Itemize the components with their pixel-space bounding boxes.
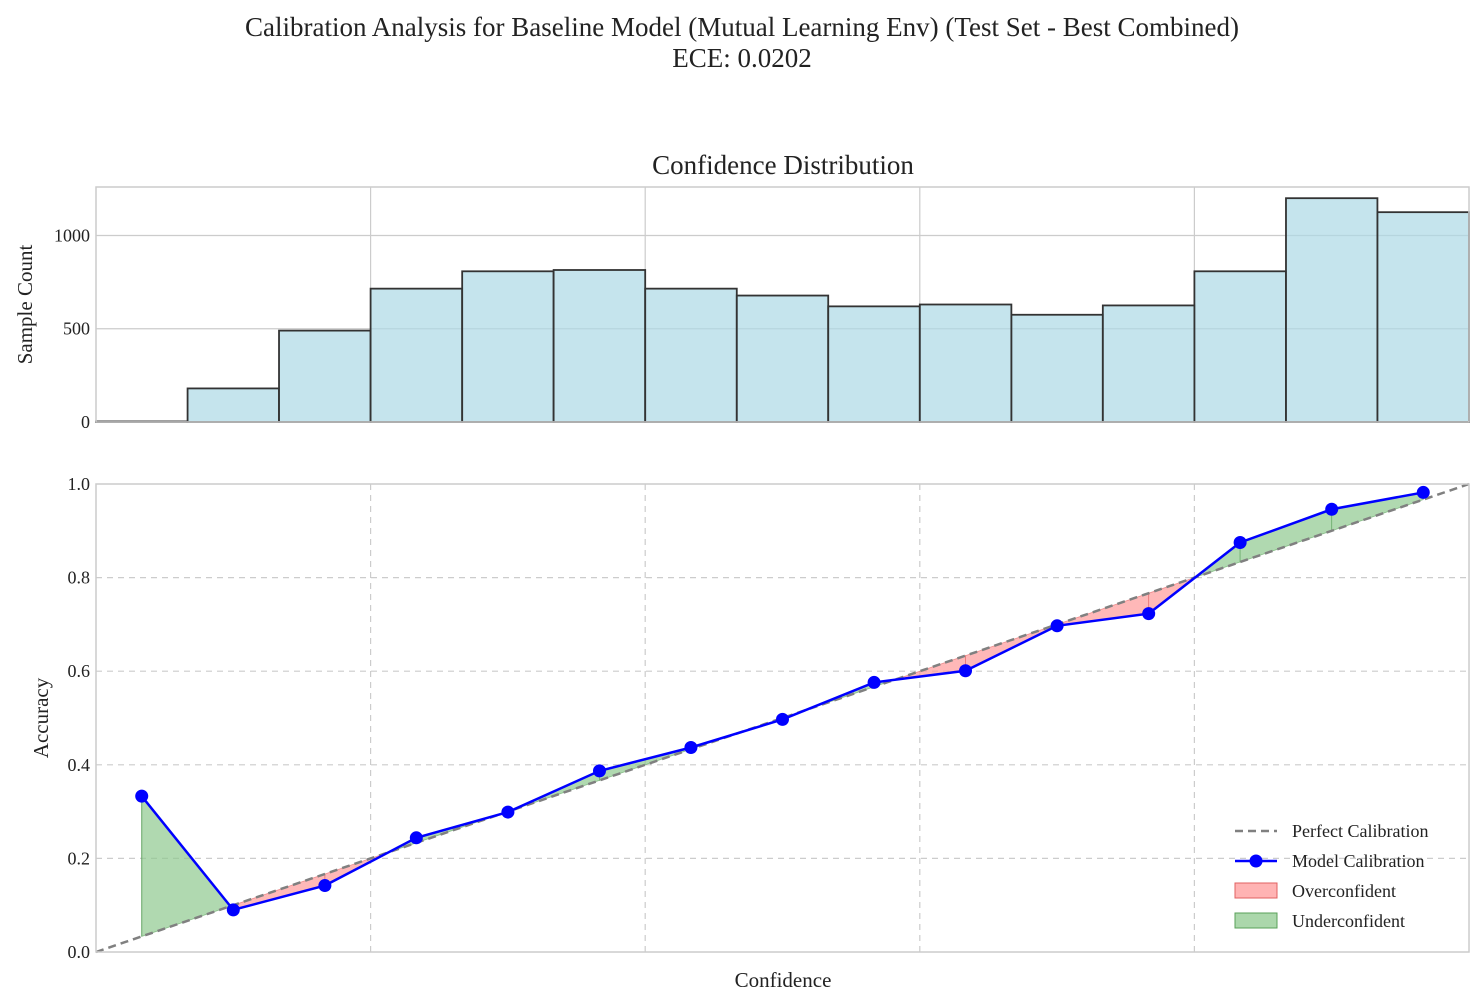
underconfident-region (141, 795, 232, 937)
calibration-grid (96, 484, 1469, 952)
legend-swatch-model-marker (1249, 854, 1263, 868)
histogram-bar (735, 294, 830, 423)
calibration-y-tick-label: 0.8 (68, 568, 91, 588)
perfect-calibration-line (95, 482, 1470, 954)
model-calibration-point (592, 764, 606, 778)
legend-label-overconfident: Overconfident (1292, 881, 1396, 901)
legend-label-model: Model Calibration (1292, 851, 1424, 871)
calibration-frame (95, 483, 1470, 953)
calibration-y-ticks: 0.0 0.2 0.4 0.6 0.8 1.0 (68, 474, 91, 962)
calibration-y-tick-label: 0.0 (68, 942, 91, 962)
model-calibration-point (867, 675, 881, 689)
calibration-y-tick-label: 0.6 (68, 661, 91, 681)
legend-label-underconfident: Underconfident (1292, 911, 1405, 931)
calibration-y-label: Accuracy (29, 677, 53, 758)
figure-subtitle-ece: ECE: 0.0202 (672, 43, 812, 73)
model-calibration-point (226, 903, 240, 917)
legend-swatch-underconfident (1234, 912, 1278, 929)
model-calibration-point (1416, 485, 1430, 499)
legend-swatch-overconfident (1234, 882, 1278, 899)
histogram-y-label: Sample Count (13, 245, 37, 365)
model-calibration-point (1233, 536, 1247, 549)
histogram-bar (461, 270, 555, 423)
legend-item-perfect-calibration: Perfect Calibration (1235, 821, 1428, 841)
histogram-y-ticks: 0 500 1000 (54, 225, 90, 432)
histogram-y-tick-label: 1000 (54, 225, 90, 245)
model-calibration-point (1142, 607, 1156, 621)
histogram-title: Confidence Distribution (652, 150, 914, 180)
calibration-y-tick-label: 0.2 (68, 848, 91, 868)
histogram-frame (95, 186, 1470, 423)
histogram-bar (1285, 197, 1379, 423)
histogram-bar (1010, 313, 1104, 423)
model-calibration-point (959, 664, 973, 678)
legend-item-underconfident: Underconfident (1234, 911, 1405, 931)
histogram-bar (644, 287, 738, 423)
histogram-y-tick-label: 0 (81, 412, 90, 432)
histogram-bar (552, 269, 647, 423)
histogram-panel: Confidence Distribution 0 500 1000 Sample … (13, 150, 1470, 432)
model-calibration-point (318, 879, 332, 893)
histogram-bar (278, 329, 372, 423)
calibration-y-tick-label: 0.4 (68, 755, 91, 775)
calibration-x-label: Confidence (735, 968, 832, 992)
model-calibration-point (501, 805, 515, 819)
histogram-bar (1101, 304, 1196, 423)
figure-title: Calibration Analysis for Baseline Model … (245, 12, 1239, 42)
model-calibration-point (1050, 619, 1064, 633)
model-calibration-point (684, 740, 698, 754)
model-calibration-point (135, 789, 149, 803)
model-calibration-point (776, 712, 789, 726)
model-calibration-point (1325, 502, 1339, 516)
legend-label-perfect: Perfect Calibration (1292, 821, 1428, 841)
legend: Perfect Calibration Model Calibration Ov… (1234, 821, 1428, 931)
histogram-bar (369, 287, 464, 423)
legend-item-model-calibration: Model Calibration (1235, 851, 1424, 871)
histogram-bars (95, 197, 1470, 423)
histogram-bar (1376, 211, 1470, 423)
calibration-lines (95, 482, 1470, 954)
calibration-panel: 0.0 0.2 0.4 0.6 0.8 1.0 Accuracy Confidence P… (29, 474, 1470, 992)
histogram-bar (1193, 270, 1287, 423)
legend-item-overconfident: Overconfident (1234, 881, 1396, 901)
calibration-y-tick-label: 1.0 (68, 474, 91, 494)
model-calibration-point (409, 831, 423, 845)
histogram-y-tick-label: 500 (63, 319, 90, 339)
histogram-bar (918, 303, 1013, 423)
histogram-bar (186, 387, 280, 423)
histogram-bar (827, 305, 921, 423)
